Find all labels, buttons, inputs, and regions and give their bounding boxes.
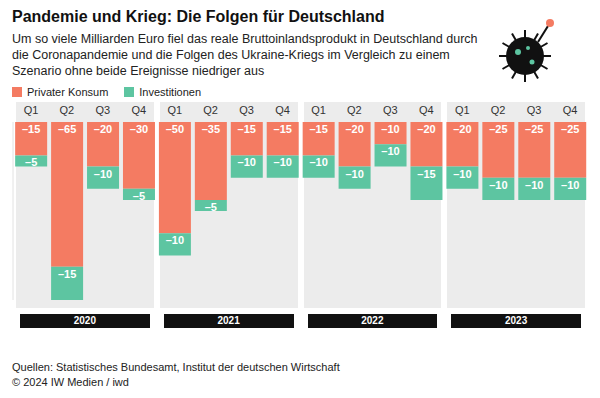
svg-text:Q2: Q2	[491, 104, 506, 116]
svg-text:–30: –30	[130, 123, 148, 135]
html-text:Pandemie und Krieg: Die Folgen: Pandemie und Krieg: Die Folgen für Deuts…	[12, 8, 385, 25]
svg-text:Q3: Q3	[383, 104, 398, 116]
svg-text:–10: –10	[166, 234, 184, 246]
svg-text:–10: –10	[381, 123, 399, 135]
svg-text:–10: –10	[345, 168, 363, 180]
svg-text:–5: –5	[133, 190, 145, 202]
svg-text:–10: –10	[309, 156, 327, 168]
svg-text:–10: –10	[274, 156, 292, 168]
svg-text:–15: –15	[22, 123, 40, 135]
html-text:© 2024 IW Medien / iwd: © 2024 IW Medien / iwd	[12, 376, 129, 388]
svg-text:Q4: Q4	[563, 104, 578, 116]
svg-text:–10: –10	[238, 156, 256, 168]
svg-text:–15: –15	[238, 123, 256, 135]
svg-text:–10: –10	[381, 145, 399, 157]
svg-text:–5: –5	[205, 201, 217, 213]
svg-text:–65: –65	[58, 123, 76, 135]
html-text:2020: 2020	[73, 315, 96, 326]
html-text:Um so viele Milliarden Euro fi: Um so viele Milliarden Euro fiel das rea…	[12, 32, 478, 78]
svg-text:–25: –25	[489, 123, 507, 135]
svg-text:–10: –10	[489, 179, 507, 191]
svg-text:–10: –10	[94, 168, 112, 180]
svg-text:Q1: Q1	[24, 104, 39, 116]
svg-text:–5: –5	[25, 156, 37, 168]
svg-text:Q3: Q3	[527, 104, 542, 116]
html-text:Investitionen: Investitionen	[139, 86, 202, 98]
svg-text:Q1: Q1	[455, 104, 470, 116]
svg-text:–10: –10	[525, 179, 543, 191]
html-text:Quellen: Statistisches Bundesa: Quellen: Statistisches Bundesamt, Instit…	[12, 361, 340, 373]
svg-text:–25: –25	[525, 123, 543, 135]
html-text:2021: 2021	[217, 315, 240, 326]
svg-text:–15: –15	[58, 268, 76, 280]
svg-text:Q2: Q2	[203, 104, 218, 116]
svg-text:Q4: Q4	[419, 104, 434, 116]
svg-text:–15: –15	[274, 123, 292, 135]
svg-text:Q4: Q4	[275, 104, 290, 116]
svg-text:–35: –35	[202, 123, 220, 135]
svg-text:–20: –20	[94, 123, 112, 135]
svg-text:–20: –20	[417, 123, 435, 135]
svg-text:Q3: Q3	[239, 104, 254, 116]
svg-text:–15: –15	[417, 168, 435, 180]
html-text:2023: 2023	[505, 315, 528, 326]
svg-text:–20: –20	[345, 123, 363, 135]
svg-text:Q2: Q2	[347, 104, 362, 116]
svg-text:Q3: Q3	[96, 104, 111, 116]
html-text:Privater Konsum: Privater Konsum	[27, 86, 109, 98]
svg-text:–10: –10	[561, 179, 579, 191]
svg-text:–15: –15	[309, 123, 327, 135]
svg-text:–20: –20	[453, 123, 471, 135]
html-text:2022: 2022	[361, 315, 384, 326]
svg-text:Q2: Q2	[60, 104, 75, 116]
svg-text:Q4: Q4	[131, 104, 146, 116]
svg-text:–50: –50	[166, 123, 184, 135]
svg-text:–10: –10	[453, 168, 471, 180]
svg-text:Q1: Q1	[311, 104, 326, 116]
svg-text:–25: –25	[561, 123, 579, 135]
svg-text:Q1: Q1	[167, 104, 182, 116]
